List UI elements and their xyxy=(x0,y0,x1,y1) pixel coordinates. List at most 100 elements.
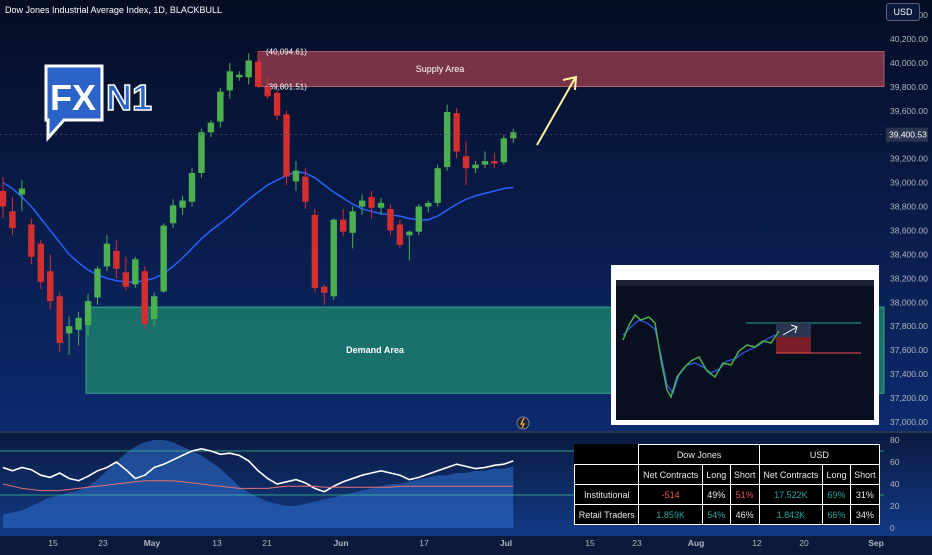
candle-body xyxy=(47,271,54,302)
candle xyxy=(434,164,441,207)
lightning-icon xyxy=(516,416,530,430)
candle-body xyxy=(481,161,489,165)
candle-body xyxy=(226,71,233,91)
candle xyxy=(75,311,82,346)
candle-body xyxy=(65,326,73,334)
table-cell: 17.522K xyxy=(758,484,824,505)
table-header-dow: Dow Jones xyxy=(638,444,760,465)
x-tick-label: Aug xyxy=(688,538,705,548)
currency-button[interactable]: USD xyxy=(886,3,920,21)
candle xyxy=(321,284,328,305)
candle xyxy=(0,176,7,219)
candle xyxy=(443,104,451,171)
oscillator-area xyxy=(3,440,514,528)
table-subheader: Long xyxy=(822,464,851,485)
candle xyxy=(122,256,130,291)
moving-average-line xyxy=(2,171,514,283)
candle xyxy=(358,194,366,215)
candle-body xyxy=(491,161,498,164)
candle-body xyxy=(283,114,290,177)
x-tick-label: 20 xyxy=(799,538,809,548)
table-cell: -514 xyxy=(638,484,703,505)
x-tick-label: 17 xyxy=(419,538,429,548)
candle xyxy=(141,266,148,329)
table-row: Institutional -514 49% 51% 17.522K 69% 3… xyxy=(573,484,881,505)
candle xyxy=(103,235,111,272)
table-cell: 49% xyxy=(701,484,731,505)
oscillator-tick-label: 0 xyxy=(890,523,895,533)
y-tick-label: 39,000.00 xyxy=(890,178,928,188)
candle xyxy=(311,208,319,293)
candle-body xyxy=(340,219,347,232)
candle-body xyxy=(132,259,139,285)
candle xyxy=(113,240,120,279)
candle xyxy=(9,196,16,236)
candle xyxy=(254,50,262,89)
candle-body xyxy=(358,200,366,207)
x-axis-bar xyxy=(0,536,932,550)
inset-background xyxy=(616,280,874,420)
table-subheader: Short xyxy=(729,464,760,485)
table-corner xyxy=(574,444,640,465)
candle-body xyxy=(37,243,44,282)
table-cell: 54% xyxy=(701,504,731,525)
candle xyxy=(179,195,186,215)
candle-body xyxy=(75,317,82,330)
candle-body xyxy=(349,211,356,233)
candle xyxy=(56,291,63,353)
last-price-badge xyxy=(886,127,928,142)
y-tick-label: 39,800.00 xyxy=(890,82,928,92)
candle-body xyxy=(425,202,432,207)
candle-body xyxy=(113,250,120,269)
candle-body xyxy=(28,224,35,257)
candle xyxy=(264,77,271,99)
y-tick-label: 38,800.00 xyxy=(890,202,928,212)
candle-body xyxy=(302,176,309,202)
candle xyxy=(28,218,35,264)
candle xyxy=(169,199,177,229)
positioning-table: Dow Jones USD Net Contracts Long Short N… xyxy=(573,444,881,525)
candle-body xyxy=(151,296,158,320)
y-tick-label: 39,600.00 xyxy=(890,106,928,116)
candle-body xyxy=(245,60,252,78)
candle-body xyxy=(510,132,517,139)
table-subheader: Net Contracts xyxy=(638,464,703,485)
candle-body xyxy=(292,170,300,182)
lightning-glyph xyxy=(520,417,525,429)
x-tick-label: Sep xyxy=(868,538,884,548)
chart-title: Dow Jones Industrial Average Index, 1D, … xyxy=(5,5,222,15)
inset-chart xyxy=(616,280,874,420)
candle-body xyxy=(406,231,413,236)
candle xyxy=(396,219,404,249)
candle xyxy=(283,110,290,185)
bullish-arrow xyxy=(536,75,578,146)
x-tick-label: 15 xyxy=(48,538,58,548)
candle xyxy=(94,266,101,305)
table-cell: 51% xyxy=(729,484,760,505)
candle-body xyxy=(94,268,101,298)
candle-body xyxy=(122,272,130,287)
supply-zone xyxy=(257,51,885,88)
inset-price-line xyxy=(622,313,780,399)
oscillator-signal-line xyxy=(2,480,514,492)
table-row-label-empty xyxy=(573,464,640,485)
table-subheader: Net Contracts xyxy=(758,464,824,485)
candle xyxy=(425,200,432,213)
candle xyxy=(236,71,243,81)
candle-body xyxy=(207,122,215,133)
candle xyxy=(132,256,139,288)
candle-body xyxy=(188,173,196,202)
logo-speech-bubble xyxy=(44,64,104,142)
table-subheader-row: Net Contracts Long Short Net Contracts L… xyxy=(573,464,881,485)
candle xyxy=(226,62,233,99)
table-subheader: Long xyxy=(701,464,731,485)
supply-bottom-price: (39,801.51) xyxy=(266,83,307,92)
candle xyxy=(151,292,158,327)
candle-body xyxy=(500,138,508,163)
candle xyxy=(491,152,498,169)
y-tick-label: 39,200.00 xyxy=(890,154,928,164)
candle xyxy=(37,240,44,290)
candle xyxy=(377,198,385,215)
table-cell: 34% xyxy=(849,504,881,525)
